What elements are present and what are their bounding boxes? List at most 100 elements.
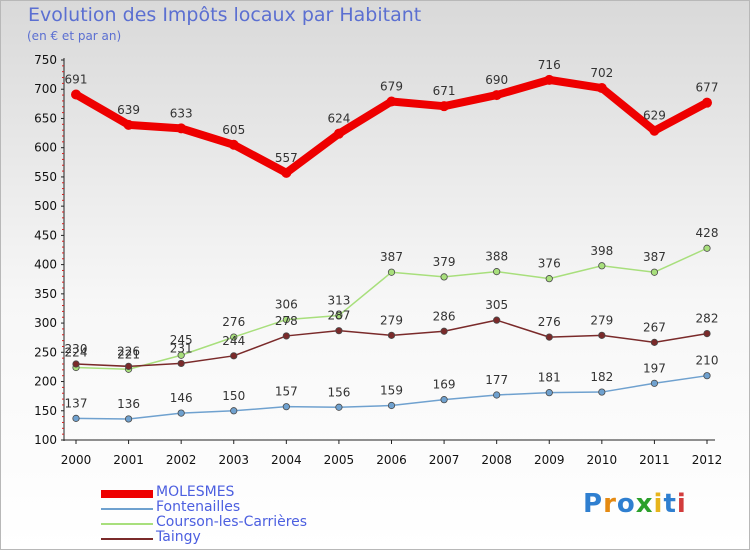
x-tick-label: 2002 [166,453,197,467]
data-label: 276 [222,315,245,329]
data-label: 624 [327,112,350,126]
data-label: 136 [117,397,140,411]
data-label: 150 [222,389,245,403]
logo-letter: r [603,489,617,519]
x-tick-label: 2006 [376,453,407,467]
data-point [230,352,238,360]
data-label: 305 [485,298,508,312]
x-tick-label: 2010 [587,453,618,467]
logo-letter: i [653,489,664,519]
legend-swatch [101,490,153,498]
data-label: 279 [590,313,613,327]
data-label: 278 [275,314,298,328]
data-label: 306 [275,298,298,312]
y-tick-label: 750 [34,53,57,67]
y-tick-label: 300 [34,316,57,330]
y-tick-label: 700 [34,82,57,96]
data-point [545,275,553,283]
data-point [282,403,290,411]
legend-swatch [101,538,153,540]
data-label: 230 [65,342,88,356]
data-point [545,389,553,397]
y-tick-label: 450 [34,228,57,242]
data-point [491,90,502,101]
x-tick-label: 2003 [218,453,249,467]
data-point [124,415,133,423]
data-label: 388 [485,250,508,264]
x-tick-label: 2004 [271,453,302,467]
data-label: 221 [117,347,140,361]
data-label: 181 [538,371,561,385]
data-label: 376 [538,257,561,271]
data-label: 197 [643,361,666,375]
data-point [282,315,290,324]
data-label: 387 [643,250,666,264]
data-point [598,388,606,396]
y-tick-label: 650 [34,111,57,125]
data-point [124,362,133,370]
data-point [177,409,185,417]
data-label: 702 [590,66,613,80]
data-label: 690 [485,73,508,87]
data-point [493,391,501,399]
data-point [702,97,712,108]
data-label: 226 [117,344,140,358]
data-label: 157 [275,385,298,399]
legend-label: MOLESMES [156,484,235,500]
data-label: 287 [327,309,350,323]
data-label: 146 [170,391,193,405]
legend-swatch [101,508,153,510]
legend-label: Fontenailles [156,499,241,515]
data-point [440,273,448,281]
chart-subtitle: (en € et par an) [27,29,122,43]
y-tick-label: 500 [34,199,57,213]
data-point [71,89,81,100]
data-point [333,128,344,139]
data-label: 244 [222,334,245,348]
data-point [439,101,450,112]
data-point [649,125,660,136]
series-line-molesmes [72,75,711,177]
x-tick-label: 2005 [324,453,355,467]
data-point [335,327,343,335]
y-tick-label: 250 [34,345,57,359]
legend-label: Taingy [156,529,201,545]
data-point [650,268,659,276]
x-tick-label: 2008 [481,453,512,467]
data-point [544,74,555,85]
data-label: 156 [327,385,350,399]
data-label: 224 [65,346,88,360]
data-label: 279 [380,313,403,327]
y-tick-label: 600 [34,141,57,155]
data-point [493,316,501,324]
y-tick-label: 200 [34,375,57,389]
data-point [703,244,711,252]
data-label: 716 [538,58,561,72]
data-point [177,359,185,368]
data-point [72,414,80,422]
data-label: 177 [485,373,508,387]
data-label: 629 [643,109,666,123]
data-label: 159 [380,384,403,398]
data-point [598,331,606,339]
legend-swatch [101,523,153,525]
y-tick-label: 400 [34,258,57,272]
data-label: 379 [433,255,456,269]
data-label: 231 [170,341,193,355]
data-label: 137 [65,396,88,410]
data-label: 276 [538,315,561,329]
data-label: 679 [380,80,403,94]
data-label: 182 [590,370,613,384]
x-tick-label: 2007 [429,453,460,467]
data-point [598,262,606,270]
data-point [281,167,292,178]
data-label: 245 [170,333,193,347]
data-label: 428 [696,226,719,240]
data-label: 313 [327,293,350,307]
data-label: 605 [222,123,245,137]
proxiti-logo: Proxiti [583,489,687,519]
data-label: 639 [117,103,140,117]
data-point [335,311,343,320]
